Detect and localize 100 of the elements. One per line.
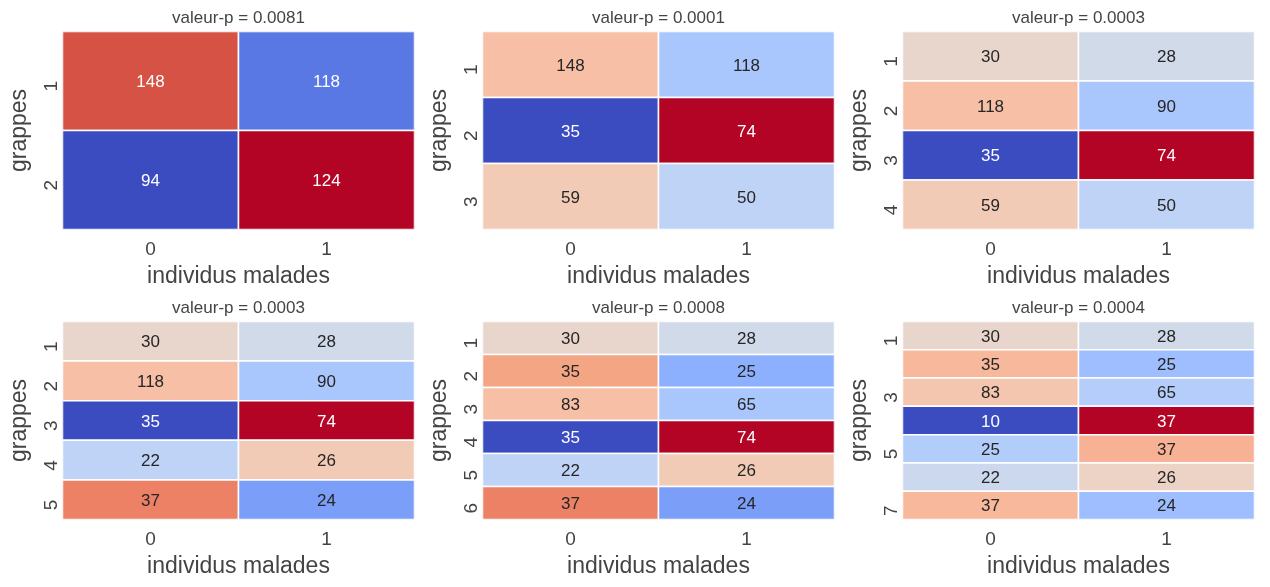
chart-title: valeur-p = 0.0008 <box>592 297 725 317</box>
x-tick-label: 1 <box>741 237 752 259</box>
data-label: 118 <box>732 55 761 75</box>
data-label: 148 <box>556 55 585 75</box>
data-label: 59 <box>561 187 580 207</box>
y-tick-label: 3 <box>40 420 61 432</box>
y-tick-label: 1 <box>460 64 481 76</box>
x-tick-label: 1 <box>1161 527 1172 549</box>
data-label: 24 <box>317 490 336 510</box>
y-axis-title: grappes <box>844 378 871 463</box>
data-label: 35 <box>561 121 580 141</box>
data-label: 26 <box>317 451 336 471</box>
x-axis-title: individus malades <box>987 551 1170 578</box>
data-label: 74 <box>317 411 336 431</box>
data-label: 35 <box>981 354 1000 374</box>
data-label: 28 <box>1157 47 1176 67</box>
data-label: 22 <box>981 468 1000 488</box>
data-label: 25 <box>737 362 756 381</box>
data-label: 30 <box>981 47 1000 67</box>
chart-title: valeur-p = 0.0003 <box>1012 7 1145 27</box>
data-label: 25 <box>1157 354 1176 374</box>
y-axis-title: grappes <box>844 88 871 173</box>
x-tick-label: 0 <box>145 527 156 549</box>
data-label: 118 <box>136 371 165 391</box>
chart-title: valeur-p = 0.0081 <box>172 7 305 27</box>
y-tick-label: 6 <box>460 502 481 514</box>
y-tick-label: 1 <box>40 80 61 92</box>
data-label: 148 <box>136 72 165 91</box>
data-label: 30 <box>561 329 580 348</box>
x-tick-label: 0 <box>145 237 156 259</box>
data-label: 35 <box>981 146 1000 166</box>
y-tick-label: 4 <box>880 204 901 216</box>
y-tick-label: 5 <box>40 499 61 511</box>
y-axis-title: grappes <box>4 378 31 463</box>
x-tick-label: 0 <box>565 527 576 549</box>
data-label: 22 <box>141 451 160 471</box>
data-label: 65 <box>1157 383 1176 403</box>
data-label: 59 <box>981 195 1000 215</box>
data-label: 74 <box>1157 146 1176 166</box>
chart-title: valeur-p = 0.0004 <box>1012 297 1145 317</box>
x-tick-label: 0 <box>985 237 996 259</box>
data-label: 37 <box>141 490 160 510</box>
data-label: 30 <box>141 332 160 352</box>
data-label: 22 <box>561 461 580 480</box>
data-label: 50 <box>1157 195 1176 215</box>
data-label: 24 <box>1157 496 1176 516</box>
y-tick-label: 2 <box>40 380 61 392</box>
y-tick-label: 1 <box>460 337 481 349</box>
x-tick-label: 1 <box>741 527 752 549</box>
y-axis-title: grappes <box>424 378 451 463</box>
data-label: 90 <box>317 371 336 391</box>
data-label: 25 <box>981 439 1000 459</box>
data-label: 37 <box>1157 439 1176 459</box>
x-tick-label: 1 <box>1161 237 1172 259</box>
data-label: 74 <box>737 121 756 141</box>
x-tick-label: 0 <box>565 237 576 259</box>
y-tick-label: 2 <box>40 179 61 191</box>
data-label: 35 <box>561 428 580 447</box>
data-label: 26 <box>1157 468 1176 488</box>
data-label: 28 <box>317 332 336 352</box>
data-label: 37 <box>981 496 1000 516</box>
y-tick-label: 3 <box>880 155 901 166</box>
y-tick-label: 5 <box>880 448 901 460</box>
x-tick-label: 1 <box>321 527 332 549</box>
data-label: 50 <box>737 187 756 207</box>
y-axis-title: grappes <box>4 88 31 173</box>
data-label: 83 <box>561 395 580 414</box>
data-label: 10 <box>981 411 1000 431</box>
y-tick-label: 5 <box>460 469 481 481</box>
data-label: 26 <box>737 461 756 480</box>
data-label: 24 <box>737 494 756 513</box>
y-tick-label: 4 <box>40 459 61 471</box>
y-tick-label: 3 <box>460 403 481 415</box>
x-axis-title: individus malades <box>567 261 750 288</box>
y-axis-title: grappes <box>424 88 451 173</box>
data-label: 30 <box>981 326 1000 346</box>
x-axis-title: individus malades <box>987 261 1170 288</box>
data-label: 94 <box>141 171 160 190</box>
y-tick-label: 2 <box>880 105 901 117</box>
y-tick-label: 1 <box>880 335 901 347</box>
data-label: 37 <box>561 494 580 513</box>
data-label: 37 <box>1157 411 1176 431</box>
data-label: 35 <box>561 362 580 381</box>
data-label: 28 <box>1157 326 1176 346</box>
data-label: 90 <box>1157 96 1176 116</box>
data-label: 65 <box>737 395 756 414</box>
x-tick-label: 0 <box>985 527 996 549</box>
x-axis-title: individus malades <box>147 261 330 288</box>
chart-title: valeur-p = 0.0001 <box>592 7 725 27</box>
data-label: 83 <box>981 383 1000 403</box>
y-tick-label: 2 <box>460 370 481 382</box>
y-tick-label: 7 <box>880 505 901 516</box>
data-label: 118 <box>312 72 341 91</box>
y-tick-label: 3 <box>460 196 481 208</box>
chart-title: valeur-p = 0.0003 <box>172 297 305 317</box>
y-tick-label: 2 <box>460 130 481 142</box>
data-label: 74 <box>737 428 756 447</box>
x-axis-title: individus malades <box>147 551 330 578</box>
x-tick-label: 1 <box>321 237 332 259</box>
data-label: 118 <box>976 96 1005 116</box>
